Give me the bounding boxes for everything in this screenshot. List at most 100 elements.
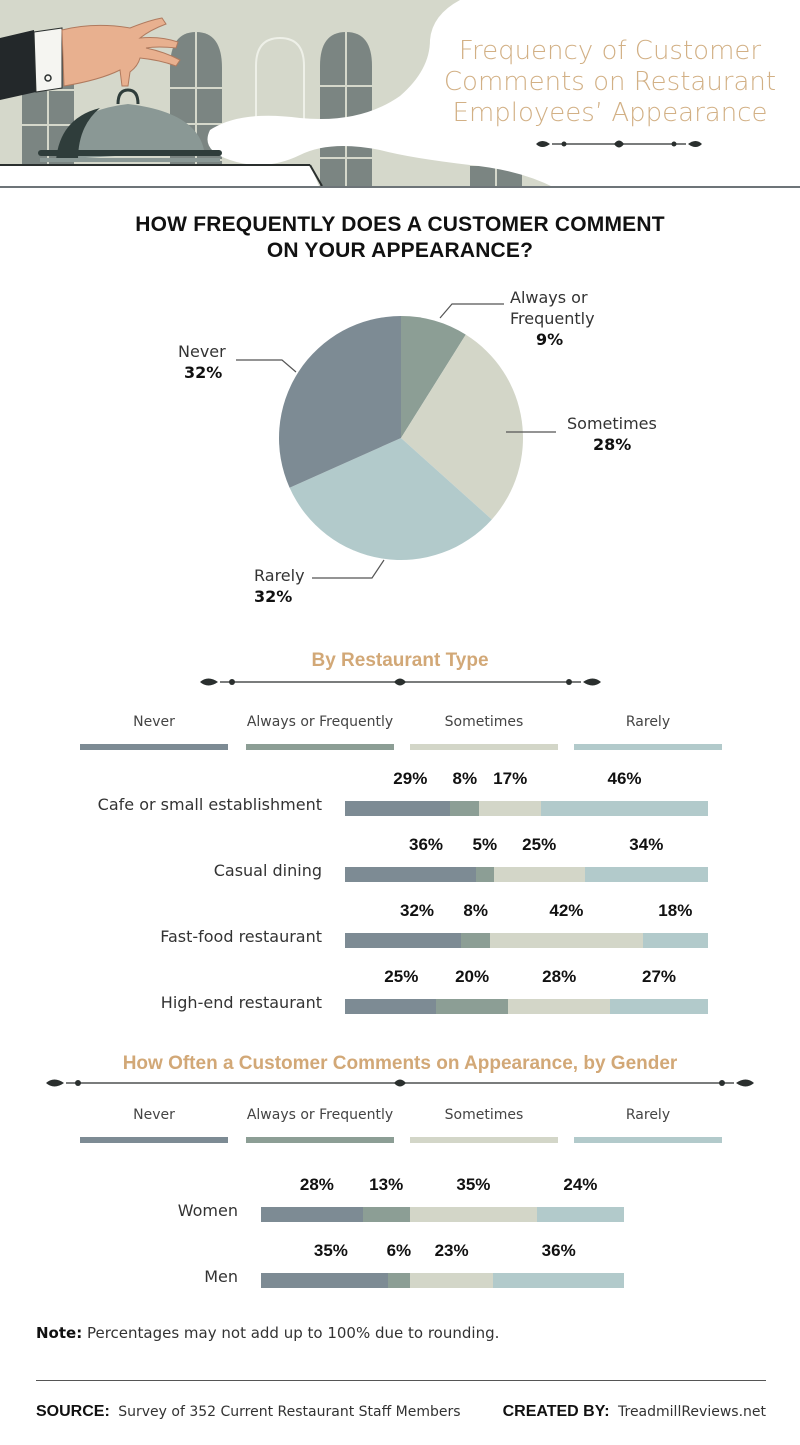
bar-segment-sometimes <box>490 933 643 948</box>
bar-value-label: 46% <box>607 769 642 788</box>
row-label: Women <box>177 1201 238 1220</box>
source-text: Survey of 352 Current Restaurant Staff M… <box>118 1404 461 1420</box>
ornament-divider-icon <box>46 1079 754 1087</box>
bar-value-label: 18% <box>658 901 693 920</box>
legend-label: Always or Frequently <box>246 1107 394 1123</box>
stacked-bar <box>261 1207 624 1222</box>
bar-segment-rarely <box>536 1207 624 1222</box>
bar-value-label: 8% <box>463 901 488 920</box>
pie-label-text: Never <box>178 342 226 361</box>
legend-swatch-rarely <box>574 1137 722 1143</box>
bar-segment-sometimes <box>493 867 585 882</box>
restaurant-legend: Never Always or Frequently Sometimes Rar… <box>80 714 722 754</box>
legend-item-never: Never <box>80 1107 228 1143</box>
bar-segment-always-or-frequently <box>475 867 494 882</box>
bar-segment-rarely <box>642 933 708 948</box>
stacked-bar <box>345 933 708 948</box>
stacked-bar <box>261 1273 624 1288</box>
bar-segment-always-or-frequently <box>388 1273 410 1288</box>
row-label: Cafe or small establishment <box>97 795 322 814</box>
leader-line-never <box>236 359 297 373</box>
pie-label-sometimes: Sometimes 28% <box>567 413 657 455</box>
bar-value-label: 36% <box>408 835 444 854</box>
bar-value-label: 13% <box>369 1175 404 1194</box>
footer-divider <box>36 1380 766 1381</box>
legend-label: Never <box>133 714 175 730</box>
restaurant-type-heading: By Restaurant Type <box>311 650 489 671</box>
bar-value-label: 23% <box>434 1241 469 1260</box>
bar-segment-sometimes <box>409 1207 537 1222</box>
bar-segment-always-or-frequently <box>450 801 480 816</box>
pie-label-value: 32% <box>184 363 223 382</box>
bar-value-label: 25% <box>522 835 557 854</box>
pie-label-text: Rarely <box>254 566 305 585</box>
bar-segment-sometimes <box>508 999 610 1014</box>
serving-hand-illustration <box>0 0 800 188</box>
bar-value-label: 24% <box>563 1175 598 1194</box>
pie-question-line-2: ON YOUR APPEARANCE? <box>266 239 534 262</box>
bar-value-label: 32% <box>399 901 435 920</box>
bar-segment-never <box>345 933 462 948</box>
created-text: TreadmillReviews.net <box>618 1404 766 1420</box>
legend-label: Always or Frequently <box>246 714 394 730</box>
gender-legend: Never Always or Frequently Sometimes Rar… <box>80 1107 722 1147</box>
legend-swatch-sometimes <box>410 744 558 750</box>
pie-label-value: 32% <box>254 587 293 606</box>
source-credit: SOURCE: Survey of 352 Current Restaurant… <box>36 1403 461 1421</box>
title-line-1: Frequency of Customer <box>458 36 762 66</box>
legend-label: Rarely <box>625 1107 671 1123</box>
legend-label: Sometimes <box>444 1107 524 1123</box>
bar-value-label: 42% <box>549 901 584 920</box>
stacked-bar <box>345 867 708 882</box>
bar-value-label: 28% <box>542 967 577 986</box>
bar-value-label: 35% <box>313 1241 348 1260</box>
bar-segment-rarely <box>493 1273 624 1288</box>
bar-value-label: 27% <box>641 967 677 986</box>
source-key: SOURCE: <box>36 1403 110 1420</box>
legend-swatch-always-or-frequently <box>246 1137 394 1143</box>
bar-segment-never <box>261 1273 388 1288</box>
legend-swatch-never <box>80 744 228 750</box>
row-label: Fast-food restaurant <box>160 927 322 946</box>
bar-segment-never <box>345 999 436 1014</box>
note-key: Note: <box>36 1324 83 1342</box>
title-line-3: Employees’ Appearance <box>452 98 768 128</box>
footnote: Note: Percentages may not add up to 100%… <box>36 1324 499 1342</box>
pie-slice-rarely <box>289 438 492 561</box>
bar-value-label: 6% <box>386 1241 412 1260</box>
bar-segment-always-or-frequently <box>435 999 509 1014</box>
pie-label-rarely: Rarely 32% <box>254 565 305 607</box>
bar-value-label: 5% <box>472 835 498 854</box>
leader-line-rarely <box>312 559 385 579</box>
legend-swatch-rarely <box>574 744 722 750</box>
stacked-bar <box>345 999 708 1014</box>
legend-item-sometimes: Sometimes <box>410 1107 558 1143</box>
pie-question: HOW FREQUENTLY DOES A CUSTOMER COMMENT O… <box>0 212 800 264</box>
legend-item-always-or-frequently: Always or Frequently <box>246 1107 394 1143</box>
legend-label: Sometimes <box>444 714 524 730</box>
pie-label-text: Always or <box>510 288 588 307</box>
ornament-divider-icon <box>536 140 702 148</box>
bar-segment-rarely <box>541 801 708 816</box>
bar-segment-never <box>345 867 476 882</box>
pie-label-text: Sometimes <box>567 414 657 433</box>
bar-value-label: 36% <box>541 1241 576 1260</box>
pie-slice-always-or-frequently <box>401 316 466 438</box>
legend-item-always-or-frequently: Always or Frequently <box>246 714 394 750</box>
legend-label: Never <box>133 1107 175 1123</box>
legend-label: Rarely <box>625 714 671 730</box>
page-title: Frequency of Customer Comments on Restau… <box>420 36 800 129</box>
pie-slice-never <box>278 315 402 488</box>
pie-label-text: Frequently <box>510 309 595 328</box>
row-label: Men <box>204 1267 238 1286</box>
bar-value-label: 35% <box>456 1175 491 1194</box>
gender-heading: How Often a Customer Comments on Appeara… <box>122 1053 678 1074</box>
header-divider <box>0 186 800 188</box>
bar-value-label: 17% <box>493 769 528 788</box>
legend-swatch-never <box>80 1137 228 1143</box>
bar-segment-sometimes <box>479 801 541 816</box>
bar-value-label: 8% <box>452 769 478 788</box>
legend-item-sometimes: Sometimes <box>410 714 558 750</box>
title-line-2: Comments on Restaurant <box>443 67 777 97</box>
leader-line-always <box>439 303 504 319</box>
